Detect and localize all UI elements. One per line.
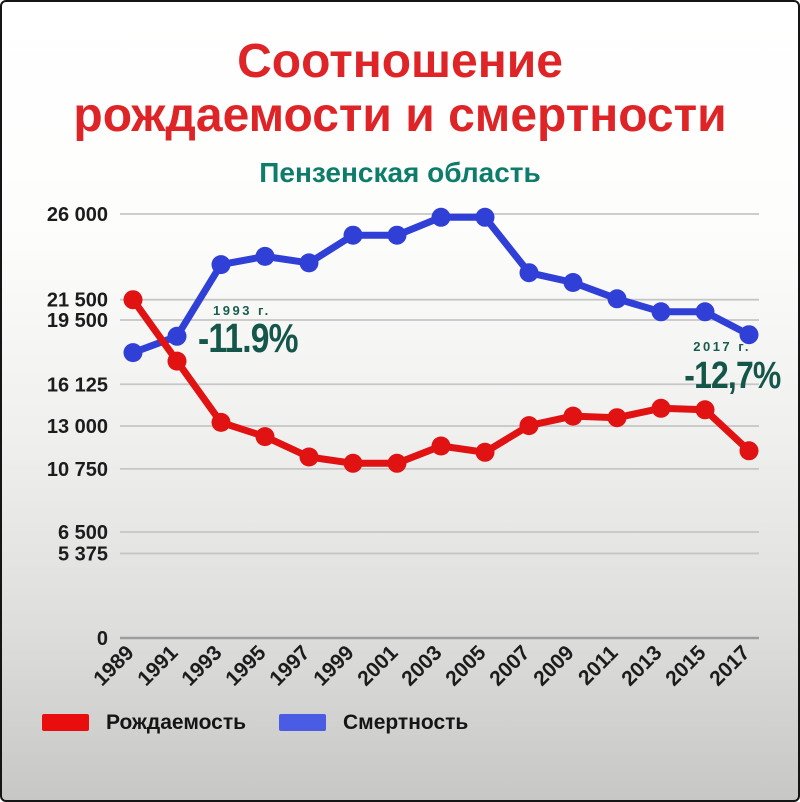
- data-point-Смертность: [475, 207, 495, 227]
- x-axis-tick-label: 2001: [353, 641, 403, 691]
- legend-item-deaths: Смертность: [279, 711, 469, 734]
- annotation-1993-year: 1993 г.: [213, 303, 271, 318]
- data-point-Рождаемость: [255, 427, 275, 447]
- data-point-Смертность: [563, 273, 583, 292]
- x-axis-tick-label: 2015: [661, 641, 711, 691]
- chart-subtitle: Пензенская область: [259, 157, 541, 188]
- data-point-Рождаемость: [167, 351, 187, 371]
- y-axis-tick-label: 13 000: [47, 416, 108, 438]
- y-axis-tick-label: 0: [97, 628, 108, 650]
- data-point-Смертность: [211, 255, 231, 275]
- legend-item-births: Рождаемость: [42, 711, 247, 734]
- legend-label-births: Рождаемость: [106, 711, 247, 734]
- x-axis-tick-label: 1995: [221, 641, 271, 691]
- data-point-Рождаемость: [739, 441, 759, 461]
- data-point-Рождаемость: [431, 436, 451, 456]
- y-axis-tick-label: 6 500: [58, 522, 108, 544]
- annotation-1993-value: -11.9%: [198, 315, 299, 361]
- x-axis-tick-label: 2003: [397, 641, 446, 690]
- data-point-Смертность: [299, 253, 319, 273]
- x-axis-tick-label: 2013: [617, 641, 666, 690]
- data-point-Смертность: [387, 225, 407, 245]
- data-point-Рождаемость: [211, 412, 231, 432]
- x-axis-tick-label: 1991: [133, 641, 183, 691]
- data-point-Смертность: [431, 207, 451, 227]
- annotation-2017: 2017 г. -12,7%: [666, 339, 781, 397]
- data-point-Смертность: [123, 343, 143, 363]
- legend-swatch-births: [42, 714, 89, 731]
- x-axis-tick-label: 1993: [177, 641, 226, 690]
- legend-swatch-deaths: [279, 714, 326, 731]
- y-axis-tick-label: 19 500: [47, 310, 108, 332]
- chart-title-line1: Соотношение: [237, 35, 563, 88]
- data-point-Рождаемость: [695, 400, 715, 420]
- data-point-Рождаемость: [299, 447, 319, 467]
- chart-title: Соотношение рождаемости и смертности: [2, 35, 798, 143]
- data-point-Смертность: [343, 225, 363, 245]
- y-axis-tick-label: 21 500: [47, 290, 108, 312]
- data-point-Смертность: [607, 289, 627, 309]
- x-axis-tick-label: 1997: [265, 641, 314, 690]
- data-point-Рождаемость: [343, 453, 363, 473]
- x-axis-tick-label: 2017: [705, 641, 754, 690]
- y-axis-tick-label: 26 000: [47, 204, 108, 226]
- annotation-1993: 1993 г. -11.9%: [198, 303, 320, 360]
- x-axis-tick-label: 2011: [574, 641, 623, 690]
- x-axis-tick-label: 2009: [529, 641, 578, 690]
- data-point-Рождаемость: [651, 398, 671, 418]
- data-point-Рождаемость: [563, 406, 583, 426]
- data-point-Смертность: [651, 302, 671, 322]
- annotation-2017-value: -12,7%: [683, 355, 781, 397]
- data-point-Рождаемость: [475, 442, 495, 462]
- y-axis-tick-label: 5 375: [58, 543, 108, 565]
- data-point-Смертность: [255, 246, 275, 266]
- data-point-Смертность: [519, 263, 539, 283]
- legend-label-deaths: Смертность: [343, 711, 469, 734]
- chart-title-line2: рождаемости и смертности: [73, 89, 727, 142]
- x-axis-tick-label: 2007: [485, 641, 534, 690]
- data-point-Рождаемость: [387, 453, 407, 473]
- x-axis-tick-label: 1999: [309, 641, 358, 690]
- data-point-Смертность: [695, 302, 715, 322]
- y-axis-tick-label: 10 750: [47, 459, 108, 481]
- x-axis-tick-label: 2005: [441, 641, 491, 691]
- data-point-Смертность: [739, 325, 759, 345]
- annotation-2017-year: 2017 г.: [693, 339, 751, 354]
- y-axis-tick-label: 16 125: [47, 374, 108, 396]
- data-point-Смертность: [167, 326, 187, 346]
- data-point-Рождаемость: [519, 416, 539, 436]
- data-point-Рождаемость: [123, 290, 143, 310]
- data-point-Рождаемость: [607, 408, 627, 428]
